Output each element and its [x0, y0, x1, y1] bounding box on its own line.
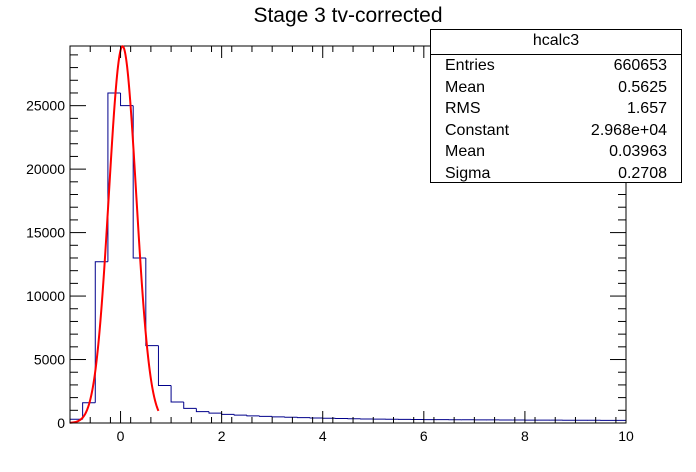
stats-value: 660653 [613, 57, 667, 74]
x-tick-label: 8 [521, 428, 529, 444]
histogram-bin [145, 257, 159, 347]
histogram-bin [157, 345, 172, 387]
stats-value: 0.2708 [618, 164, 667, 182]
stats-label: RMS [445, 100, 481, 117]
x-tick-label: 4 [319, 428, 327, 444]
stats-box-name: hcalc3 [431, 30, 681, 55]
histogram-bin [221, 413, 235, 415]
stats-row: Mean 0.03963 [431, 141, 681, 163]
x-tick-label: 6 [420, 428, 428, 444]
histogram-bin [271, 416, 285, 418]
y-tick-label: 15000 [26, 225, 65, 241]
histogram-bin [208, 411, 222, 414]
fit-curve [69, 45, 160, 424]
stats-label: Constant [445, 121, 510, 139]
stats-label: Entries [445, 57, 495, 74]
histogram-bin [183, 402, 197, 409]
stats-label: Sigma [445, 164, 491, 182]
stats-row: Mean 0.5625 [431, 77, 681, 99]
y-tick-label: 0 [57, 415, 65, 431]
histogram-bin [94, 261, 108, 403]
stats-row: Entries 660653 [431, 55, 681, 77]
stats-box: hcalc3 Entries 660653 Mean 0.5625 RMS 1.657 Co… [430, 29, 682, 183]
plot-frame [69, 45, 627, 424]
stats-row: RMS 1.657 [431, 98, 681, 120]
stats-value: 1.657 [626, 100, 667, 117]
histogram-bin [120, 92, 134, 107]
stats-row: Constant 2.968e+04 [431, 120, 681, 142]
stats-value: 2.968e+04 [590, 121, 667, 139]
y-tick-label: 25000 [26, 98, 65, 114]
x-tick-label: 2 [218, 428, 226, 444]
x-tick-label: 10 [618, 428, 634, 444]
stats-row: Sigma 0.2708 [431, 163, 681, 185]
stats-value: 0.03963 [609, 143, 667, 160]
y-tick-label: 5000 [34, 352, 65, 368]
stats-label: Mean [445, 143, 486, 160]
stats-value: 0.5625 [618, 78, 667, 96]
chart-title: Stage 3 tv-corrected [253, 4, 443, 27]
histogram-bin [170, 385, 184, 403]
histogram-bin [195, 408, 209, 413]
histogram-bin [259, 415, 273, 417]
histogram-bin [82, 402, 96, 420]
x-tick-label: 0 [117, 428, 125, 444]
histogram-bin [233, 414, 247, 416]
stats-label: Mean [445, 78, 486, 96]
histogram-bin [246, 415, 260, 417]
y-tick-label: 10000 [26, 288, 65, 304]
y-tick-label: 20000 [26, 161, 65, 177]
